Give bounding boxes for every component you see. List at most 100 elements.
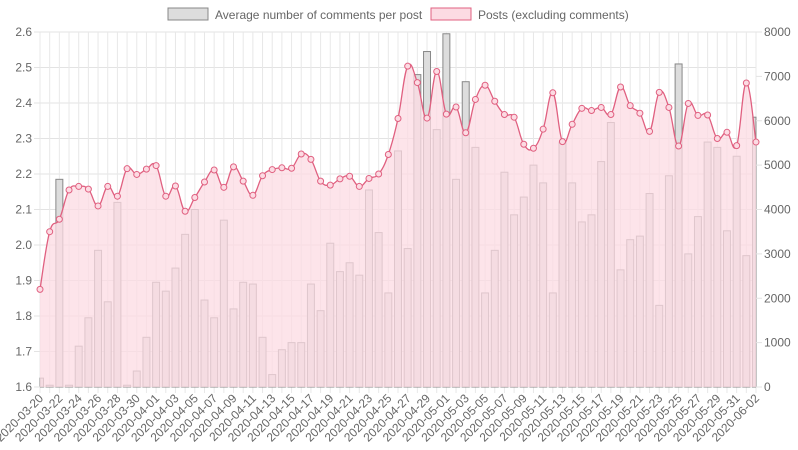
point — [646, 127, 654, 135]
point — [404, 62, 412, 70]
y-left-tick-label: 2.5 — [15, 61, 32, 75]
point — [200, 178, 208, 186]
point — [607, 111, 615, 119]
point — [142, 165, 150, 173]
point — [384, 150, 392, 158]
y-right-tick-label: 6000 — [764, 114, 791, 128]
point — [617, 83, 625, 91]
point — [694, 111, 702, 119]
point — [665, 103, 673, 111]
y-left-tick-label: 2.1 — [15, 203, 32, 217]
point — [220, 183, 228, 191]
point — [471, 95, 479, 103]
y-right-tick-label: 5000 — [764, 158, 791, 172]
y-left-tick-label: 1.7 — [15, 345, 32, 359]
point — [191, 194, 199, 202]
point — [317, 177, 325, 185]
point — [500, 111, 508, 119]
legend-swatch-posts — [430, 7, 472, 21]
point — [636, 109, 644, 117]
point — [510, 113, 518, 121]
point — [675, 142, 683, 150]
y-left-tick-label: 1.8 — [15, 309, 32, 323]
point — [733, 142, 741, 150]
point — [452, 103, 460, 111]
y-right-tick-label: 8000 — [764, 25, 791, 39]
y-left-tick-label: 2.6 — [15, 25, 32, 39]
point — [723, 128, 731, 136]
legend-label-posts: Posts (excluding comments) — [478, 8, 629, 22]
point — [597, 103, 605, 111]
point — [249, 191, 257, 199]
point — [84, 185, 92, 193]
y-right-tick-label: 3000 — [764, 247, 791, 261]
y-right-tick-label: 2000 — [764, 291, 791, 305]
point — [65, 186, 73, 194]
point — [268, 166, 276, 174]
point — [230, 163, 238, 171]
point — [423, 114, 431, 122]
legend-label-comments: Average number of comments per post — [215, 8, 423, 22]
point — [123, 165, 131, 173]
point — [336, 175, 344, 183]
y-left-tick-label: 2.0 — [15, 238, 32, 252]
y-left-tick-label: 1.9 — [15, 274, 32, 288]
point — [326, 181, 334, 189]
point — [520, 140, 528, 148]
point — [346, 172, 354, 180]
point — [365, 174, 373, 182]
point — [36, 285, 44, 293]
point — [394, 115, 402, 123]
point — [355, 182, 363, 190]
y-left-tick-label: 2.4 — [15, 96, 32, 110]
point — [588, 107, 596, 115]
point — [713, 135, 721, 142]
point — [684, 99, 692, 107]
point — [94, 202, 102, 210]
point — [549, 89, 557, 97]
point — [568, 120, 576, 128]
axes: 2.6 2.5 2.4 2.3 2.2 2.1 2.0 1.9 1.8 1.7 1.6 8000 700… — [0, 25, 791, 445]
point — [288, 164, 296, 172]
point — [181, 207, 189, 215]
point — [307, 155, 315, 163]
y-left-tick-label: 2.2 — [15, 167, 32, 181]
point — [239, 177, 247, 185]
point — [162, 192, 170, 200]
point — [433, 67, 441, 75]
point — [133, 170, 141, 178]
point — [210, 166, 218, 174]
point — [539, 125, 547, 133]
point — [55, 215, 63, 223]
point — [462, 129, 470, 137]
legend-swatch-comments — [167, 7, 209, 21]
point — [442, 110, 450, 118]
point — [259, 172, 267, 180]
point — [481, 81, 489, 89]
point — [278, 164, 286, 172]
y-left-tick-label: 2.3 — [15, 132, 32, 146]
y-right-tick-label: 4000 — [764, 203, 791, 217]
point — [104, 182, 112, 190]
legend: Average number of comments per post Post… — [167, 7, 629, 22]
area-series — [36, 62, 760, 388]
point — [742, 79, 750, 87]
point — [297, 150, 305, 158]
point — [75, 182, 83, 190]
y-right-tick-label: 1000 — [764, 336, 791, 350]
point — [578, 104, 586, 112]
point — [558, 138, 566, 146]
point — [46, 228, 54, 236]
point — [171, 182, 179, 190]
y-right-tick-label: 0 — [764, 380, 771, 394]
area-fill — [40, 64, 756, 388]
y-right-tick-label: 7000 — [764, 69, 791, 83]
point — [491, 97, 499, 105]
point — [413, 79, 421, 87]
point — [704, 111, 712, 119]
point — [529, 144, 537, 152]
point — [626, 102, 634, 110]
point — [375, 170, 383, 178]
point — [655, 88, 663, 96]
